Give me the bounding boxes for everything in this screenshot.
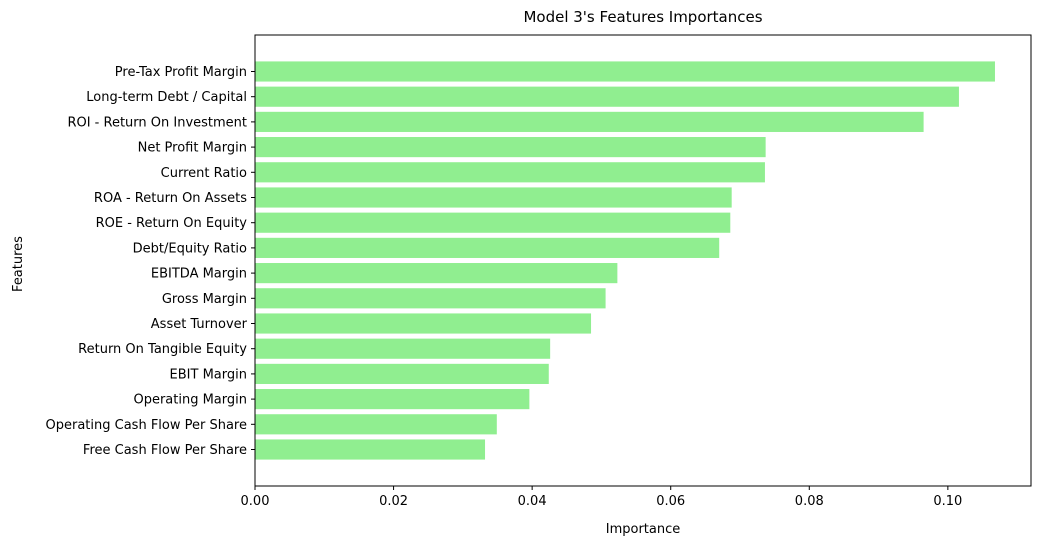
bar <box>255 288 606 309</box>
plot-frame <box>254 34 1032 487</box>
bar <box>255 363 549 384</box>
bar <box>255 212 731 233</box>
y-tick-label: ROE - Return On Equity <box>96 216 248 231</box>
y-tick-label: Pre-Tax Profit Margin <box>115 65 247 80</box>
y-tick-label: EBIT Margin <box>170 367 247 382</box>
bar <box>255 86 959 107</box>
x-tick-label: 0.00 <box>241 494 270 509</box>
y-tick-label: Debt/Equity Ratio <box>133 241 247 256</box>
x-ticks: 0.00 0.02 0.04 0.06 0.08 0.10 <box>241 486 962 509</box>
bar <box>255 263 618 284</box>
bars-group <box>255 61 995 460</box>
y-tick-label: Current Ratio <box>161 166 247 181</box>
y-tick-label: Net Profit Margin <box>138 141 247 156</box>
chart-title: Model 3's Features Importances <box>523 8 762 26</box>
bar <box>255 111 924 132</box>
y-tick-label: Long-term Debt / Capital <box>86 90 247 105</box>
x-axis-label: Importance <box>606 522 681 537</box>
x-tick-label: 0.10 <box>933 494 962 509</box>
bar <box>255 439 486 460</box>
bar <box>255 414 497 435</box>
y-tick-label: Free Cash Flow Per Share <box>83 443 247 458</box>
y-tick-label: Gross Margin <box>162 292 247 307</box>
bar <box>255 338 551 359</box>
x-tick-label: 0.08 <box>795 494 824 509</box>
bar <box>255 137 766 158</box>
x-tick-label: 0.04 <box>518 494 547 509</box>
y-tick-label: ROI - Return On Investment <box>67 115 247 130</box>
bar <box>255 61 995 82</box>
bar <box>255 313 592 334</box>
y-tick-label: Return On Tangible Equity <box>78 342 247 357</box>
x-tick-label: 0.06 <box>656 494 685 509</box>
y-tick-labels: Pre-Tax Profit Margin Long-term Debt / Ca… <box>46 65 255 458</box>
bar <box>255 389 530 410</box>
y-tick-label: Operating Margin <box>133 393 247 408</box>
bar <box>255 162 765 183</box>
y-tick-label: ROA - Return On Assets <box>94 191 247 206</box>
bar <box>255 187 732 208</box>
y-axis-label: Features <box>11 236 26 292</box>
y-tick-label: Operating Cash Flow Per Share <box>46 418 248 433</box>
y-tick-label: Asset Turnover <box>151 317 248 332</box>
x-tick-label: 0.02 <box>379 494 408 509</box>
y-tick-label: EBITDA Margin <box>151 267 247 282</box>
bar <box>255 237 720 258</box>
